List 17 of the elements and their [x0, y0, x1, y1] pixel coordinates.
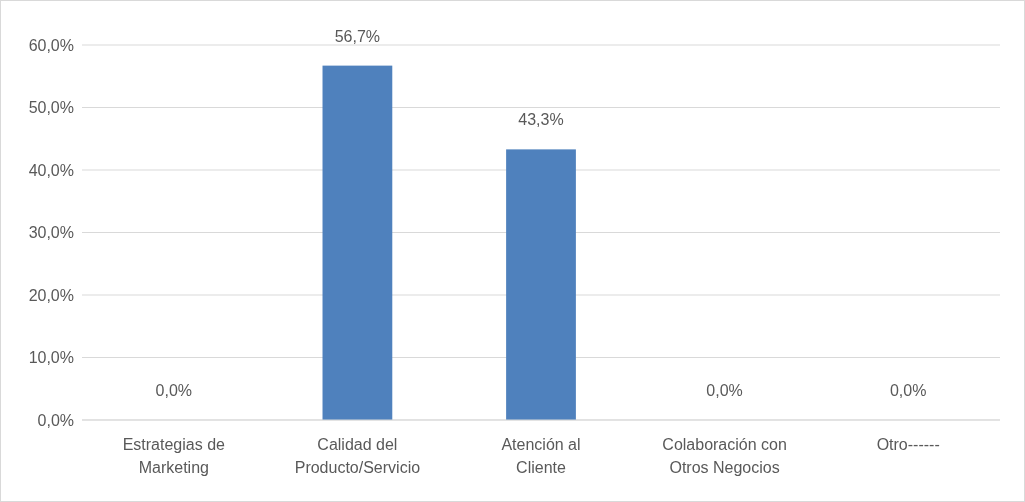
y-tick-label: 30,0%: [28, 224, 74, 242]
y-tick-label: 50,0%: [28, 99, 74, 117]
data-label: 0,0%: [706, 382, 743, 399]
data-label: 0,0%: [155, 382, 193, 399]
data-label: 56,7%: [334, 27, 381, 45]
x-tick-label: Calidad del Producto/Servicio: [294, 436, 421, 476]
x-tick-label: Colaboración con Otros Negocios: [662, 436, 787, 476]
y-tick-label: 40,0%: [28, 161, 74, 179]
y-tick-label: 20,0%: [28, 286, 74, 304]
x-tick-label: Estrategias de Marketing: [122, 436, 226, 476]
x-tick-label: Atención al Cliente: [501, 436, 581, 476]
y-tick-label: 0,0%: [37, 411, 74, 429]
y-tick-label: 10,0%: [28, 349, 74, 367]
data-label: 43,3%: [518, 111, 564, 129]
x-tick-label: Otro------: [876, 436, 940, 453]
y-tick-label: 60,0%: [28, 36, 74, 54]
data-label: 0,0%: [889, 382, 927, 399]
